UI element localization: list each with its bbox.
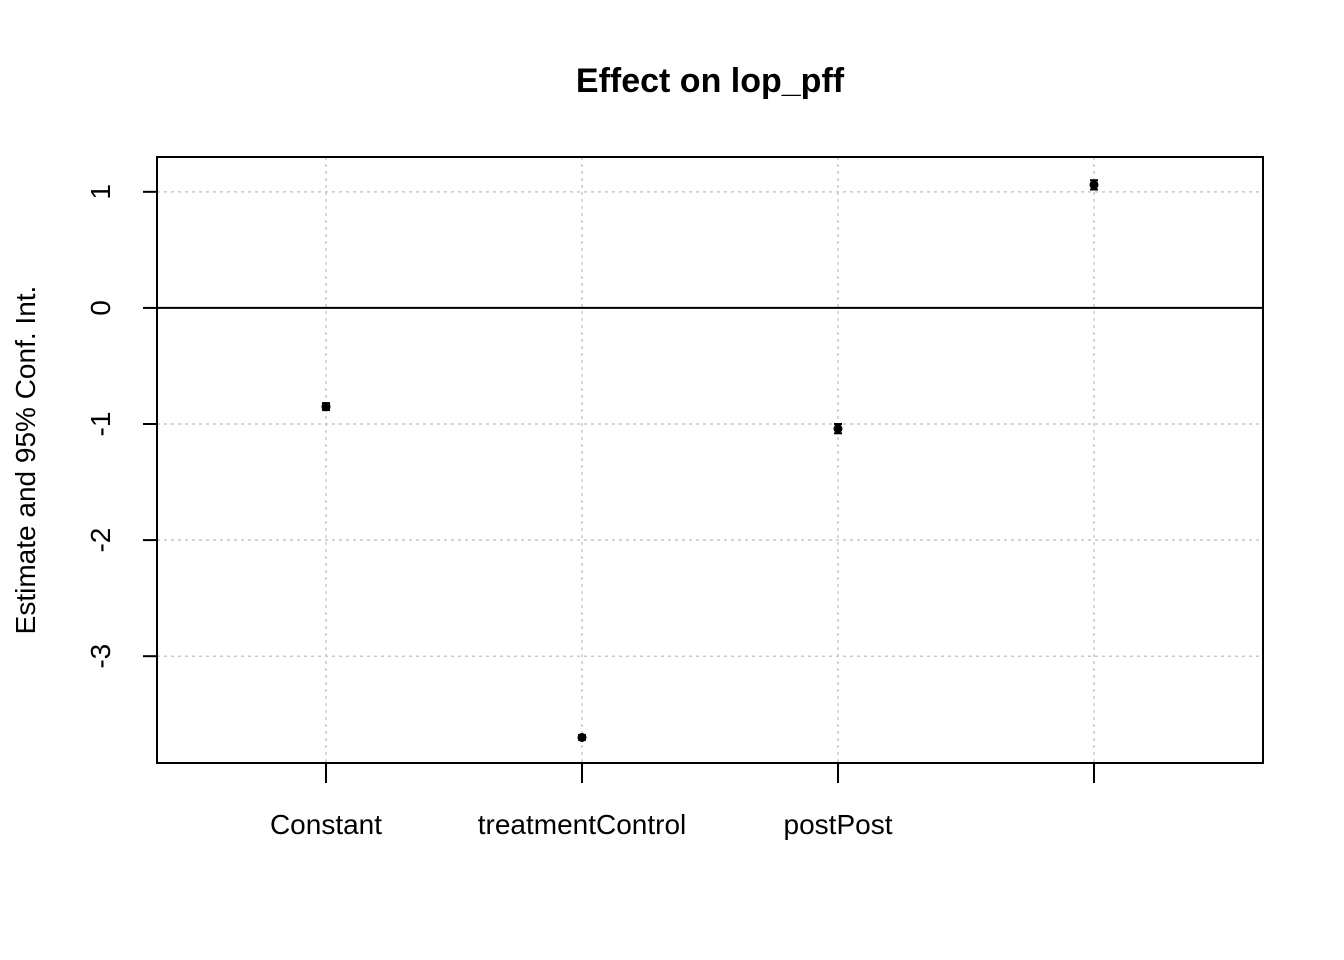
estimate-point [833,424,843,434]
y-tick-label: -2 [85,528,116,553]
x-tick-label: postPost [784,809,893,840]
y-axis-label: Estimate and 95% Conf. Int. [10,286,41,635]
y-tick-label: 1 [85,184,116,200]
estimate-point [577,732,587,742]
x-tick-label: treatmentControl [478,809,687,840]
x-tick-label: Constant [270,809,382,840]
x-axis: Constant treatmentControl postPost [270,763,1095,840]
y-tick-label: -1 [85,412,116,437]
y-axis: -3 -2 -1 0 1 [85,184,157,669]
estimate-point [1089,180,1099,190]
estimate-point [321,402,331,412]
plot-frame [156,156,1264,764]
grid [157,157,1263,763]
y-tick-label: -3 [85,644,116,669]
data-marks [321,179,1099,742]
y-tick-label: 0 [85,300,116,316]
chart-title: Effect on lop_pff [576,62,845,100]
